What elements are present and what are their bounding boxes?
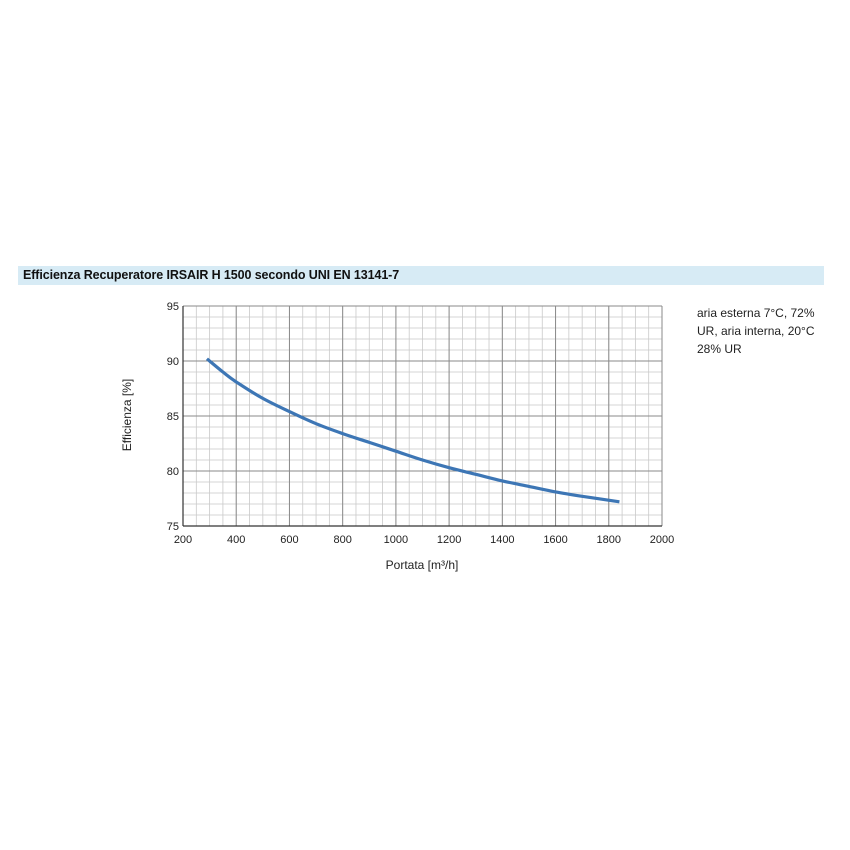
y-axis-label: Efficienza [%]	[120, 379, 134, 451]
y-tick-label: 90	[167, 356, 179, 368]
x-tick-label: 1800	[597, 534, 621, 546]
x-tick-label: 1400	[490, 534, 514, 546]
x-tick-label: 2000	[650, 534, 674, 546]
x-tick-label: 1000	[384, 534, 408, 546]
x-tick-label: 1600	[543, 534, 567, 546]
y-tick-label: 80	[167, 466, 179, 478]
y-tick-labels: 75 80 85 90 95	[167, 301, 179, 533]
x-axis-label: Portata [m³/h]	[386, 558, 459, 572]
y-tick-label: 75	[167, 521, 179, 533]
y-tick-label: 95	[167, 301, 179, 313]
efficiency-curve	[207, 359, 619, 502]
x-tick-label: 400	[227, 534, 245, 546]
x-tick-labels: 200 400 600 800 1000 1200 1400 1600 1800 2000	[174, 534, 674, 546]
x-tick-label: 1200	[437, 534, 461, 546]
conditions-note: aria esterna 7°C, 72% UR, aria interna, …	[697, 304, 837, 358]
x-tick-label: 200	[174, 534, 192, 546]
x-tick-label: 600	[280, 534, 298, 546]
series-group	[207, 359, 619, 502]
x-tick-label: 800	[333, 534, 351, 546]
y-tick-label: 85	[167, 411, 179, 423]
